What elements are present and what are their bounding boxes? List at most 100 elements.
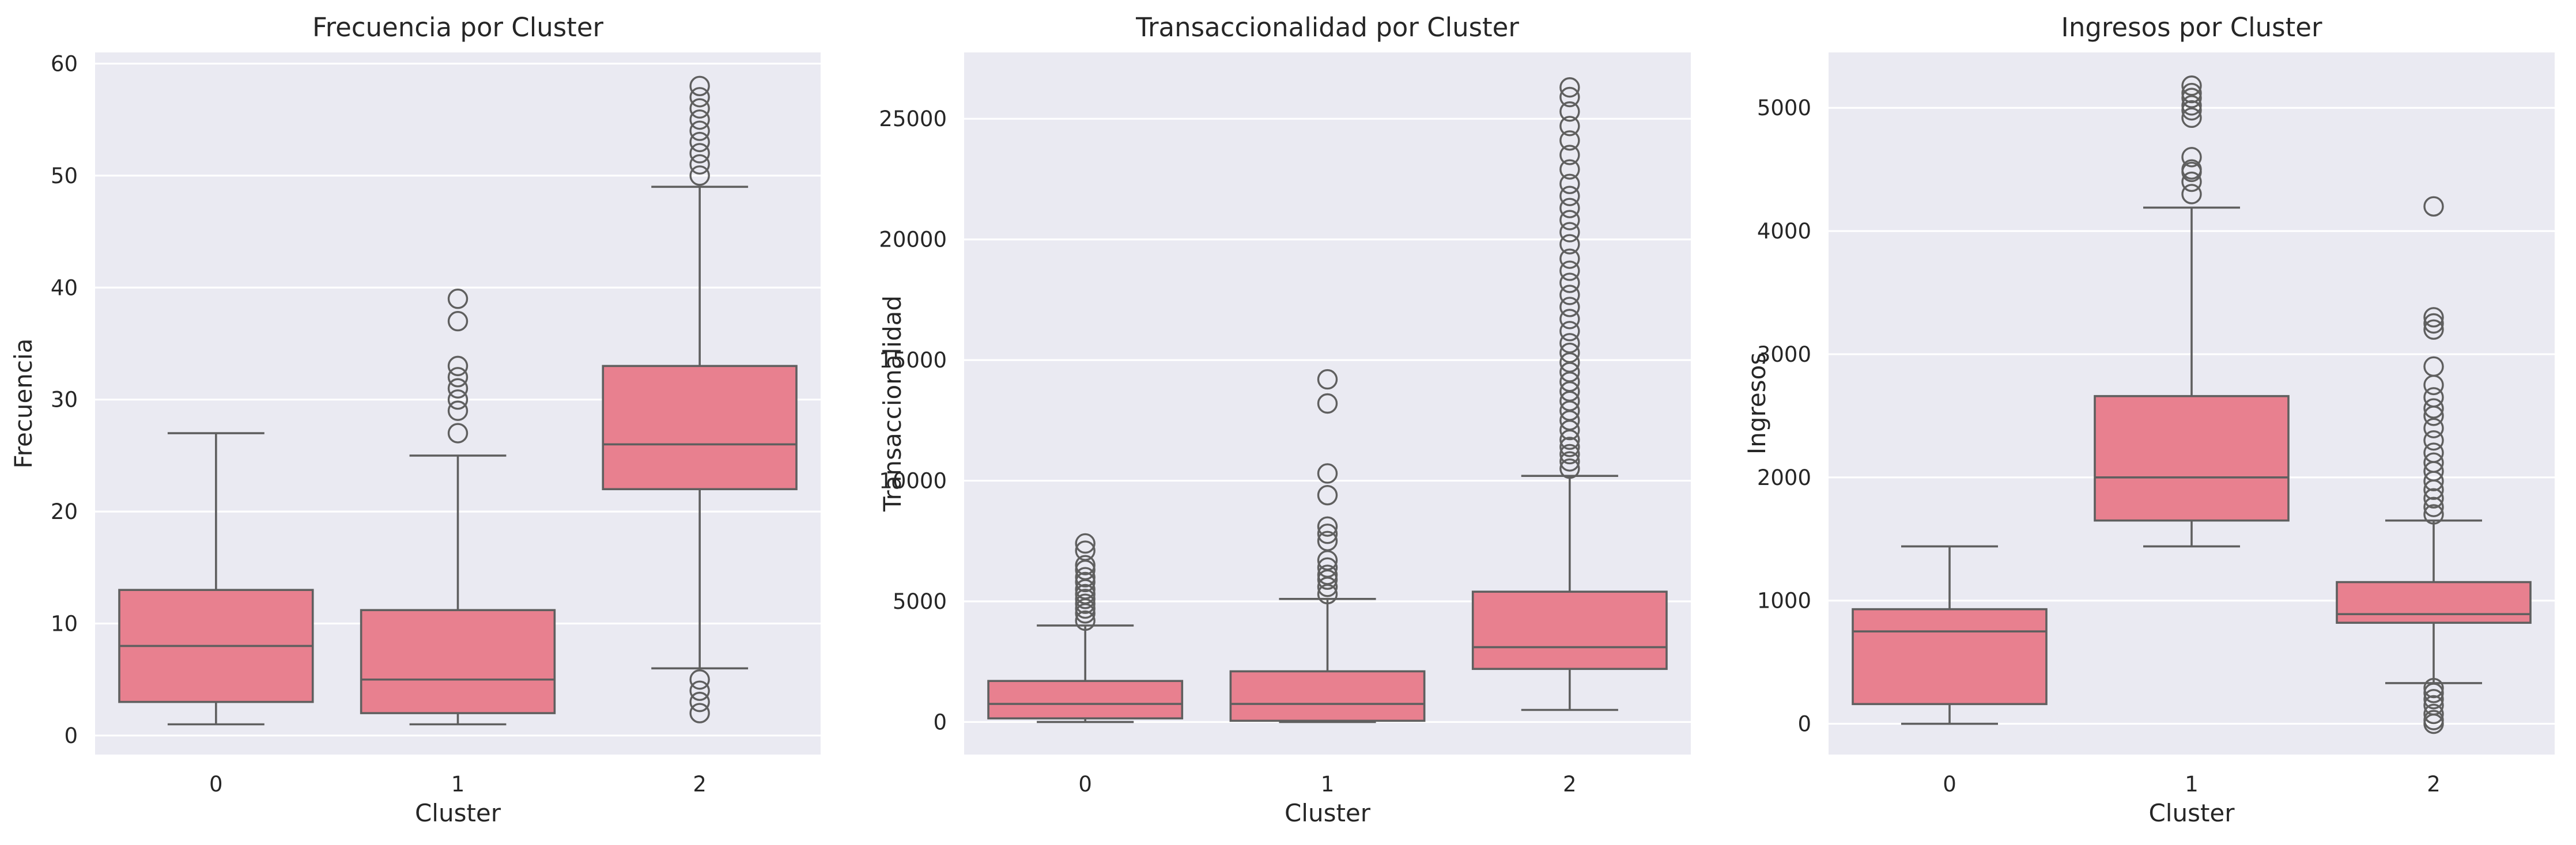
y-tick-label: 40: [51, 275, 78, 300]
outlier-point: [2181, 107, 2202, 128]
iqr-box: [2336, 581, 2532, 624]
x-tick-label: 1: [2185, 772, 2199, 797]
x-tick-label: 0: [1943, 772, 1956, 797]
outlier-point: [1559, 444, 1580, 465]
boxplot-cluster-1: [1229, 369, 1426, 723]
outlier-point: [689, 131, 710, 153]
y-tick-label: 2000: [1757, 465, 1811, 490]
outlier-point: [1317, 524, 1338, 544]
outlier-point: [1559, 86, 1580, 108]
y-tick-label: 4000: [1757, 219, 1811, 244]
outlier-point: [1559, 101, 1580, 122]
outlier-point: [2181, 95, 2202, 116]
outlier-point: [2423, 677, 2444, 699]
iqr-box: [1471, 590, 1668, 670]
outlier-point: [447, 355, 469, 377]
outlier-point: [1559, 173, 1580, 195]
outlier-point: [1317, 531, 1338, 551]
outlier-point: [689, 109, 710, 130]
boxplot-cluster-1: [360, 289, 556, 726]
iqr-box: [1229, 670, 1426, 722]
outlier-point: [2181, 147, 2202, 168]
outlier-point: [689, 87, 710, 108]
chart-transaccionalidad: 0 5000 10000 15000 20000 25000 0 1 2 Transaccion…: [878, 12, 1691, 827]
outlier-point: [1559, 198, 1580, 218]
outlier-point: [1559, 130, 1580, 151]
outlier-point: [1317, 484, 1338, 506]
outlier-point: [2423, 683, 2444, 703]
outlier-point: [689, 98, 710, 119]
outlier-point: [689, 691, 710, 713]
outlier-point: [2423, 488, 2444, 509]
outlier-point: [1559, 116, 1580, 137]
y-tick-label: 15000: [879, 348, 947, 373]
y-tick-label: 20: [51, 499, 78, 524]
outlier-point: [1317, 369, 1338, 390]
x-axis-label: Cluster: [415, 799, 501, 827]
x-tick-label: 0: [1078, 772, 1092, 797]
outlier-point: [2181, 159, 2202, 180]
x-tick-label: 1: [451, 772, 465, 797]
y-tick-label: 5000: [1757, 96, 1811, 120]
outlier-point: [2423, 689, 2444, 710]
outlier-point: [2423, 710, 2444, 730]
outlier-point: [2423, 430, 2444, 451]
chart-title: Transaccionalidad por Cluster: [1135, 12, 1519, 43]
outlier-point: [1075, 533, 1096, 554]
outlier-point: [1317, 516, 1338, 537]
outlier-point: [2423, 356, 2444, 377]
y-tick-label: 30: [51, 388, 78, 412]
boxplot-cluster-0: [987, 533, 1184, 723]
outlier-point: [1317, 564, 1338, 585]
outlier-point: [689, 703, 710, 723]
outlier-point: [447, 367, 469, 388]
tick-labels: 0 1000 2000 3000 4000 5000 0 1 2: [1757, 96, 2441, 797]
outlier-point: [2423, 196, 2444, 217]
outlier-point: [689, 669, 710, 690]
outlier-point: [2181, 75, 2202, 96]
outlier-point: [689, 680, 710, 701]
x-tick-label: 1: [1321, 772, 1335, 797]
chart-ingresos: 0 1000 2000 3000 4000 5000 0 1 2 Ingresos por Cl…: [1743, 12, 2555, 827]
outlier-point: [1559, 437, 1580, 457]
outlier-point: [689, 143, 710, 164]
iqr-box: [987, 680, 1184, 719]
boxplots: [987, 77, 1668, 723]
outlier-point: [1559, 260, 1580, 281]
outlier-point: [1559, 185, 1580, 206]
y-axis-label: Ingresos: [1743, 353, 1771, 454]
outlier-point: [1559, 145, 1580, 165]
outlier-point: [1559, 451, 1580, 472]
y-tick-label: 3000: [1757, 342, 1811, 367]
x-tick-label: 2: [693, 772, 707, 797]
outlier-point: [2423, 695, 2444, 716]
outlier-point: [1559, 159, 1580, 180]
boxplots: [1852, 75, 2532, 734]
boxplot-cluster-2: [2336, 196, 2532, 734]
y-tick-label: 10000: [879, 469, 947, 494]
y-tick-label: 5000: [893, 589, 947, 614]
y-tick-label: 50: [51, 164, 78, 188]
boxplot-cluster-1: [2094, 75, 2290, 548]
iqr-box: [602, 365, 798, 491]
outlier-point: [1075, 571, 1096, 593]
outlier-point: [1075, 583, 1096, 605]
y-tick-label: 25000: [879, 107, 947, 131]
outlier-point: [1559, 272, 1580, 293]
outlier-point: [1075, 567, 1096, 588]
boxplot-cluster-2: [602, 75, 798, 723]
x-axis-label: Cluster: [2148, 799, 2235, 827]
outlier-point: [2181, 100, 2202, 121]
outlier-point: [2423, 307, 2444, 328]
iqr-box: [2094, 395, 2290, 522]
outlier-point: [2181, 82, 2202, 104]
outlier-point: [2423, 442, 2444, 463]
y-tick-label: 1000: [1757, 589, 1811, 613]
x-tick-label: 2: [2427, 772, 2441, 797]
outlier-point: [1559, 222, 1580, 242]
y-axis-label: Frecuencia: [9, 339, 37, 469]
outlier-point: [2423, 387, 2444, 408]
outlier-point: [1559, 297, 1580, 317]
x-tick-label: 2: [1563, 772, 1577, 797]
outlier-point: [2423, 319, 2444, 340]
